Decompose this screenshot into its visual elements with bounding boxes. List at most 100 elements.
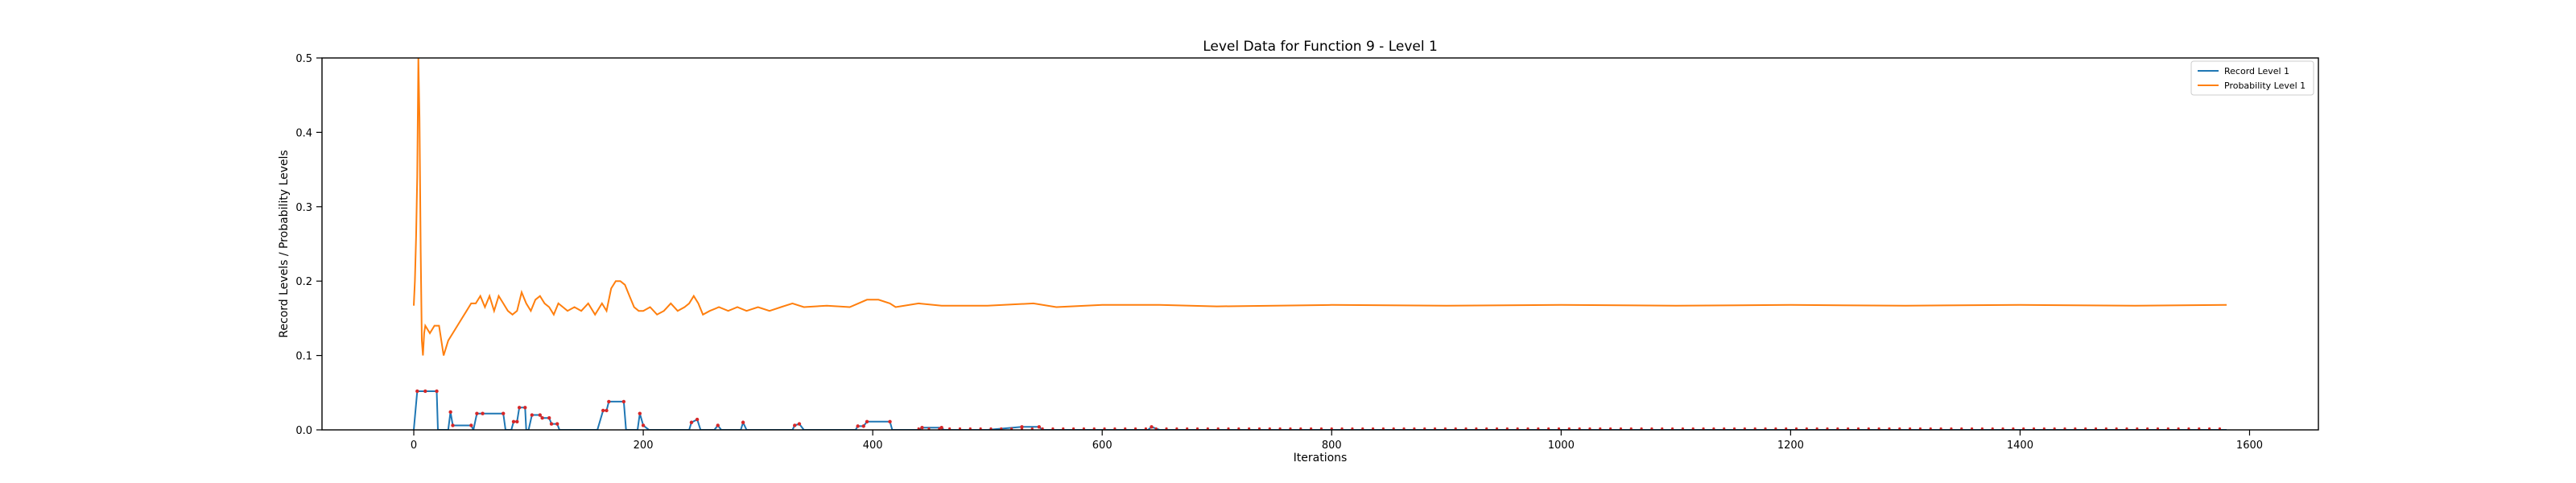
record-marker bbox=[1423, 427, 1426, 430]
x-tick-label: 1400 bbox=[2007, 440, 2033, 452]
record-marker bbox=[2104, 427, 2107, 430]
x-tick-label: 400 bbox=[863, 440, 883, 452]
record-marker bbox=[1732, 427, 1736, 430]
record-marker bbox=[1041, 427, 1044, 430]
record-marker bbox=[1557, 427, 1561, 430]
record-marker bbox=[1299, 427, 1302, 430]
record-marker bbox=[638, 411, 642, 415]
record-marker bbox=[1340, 427, 1344, 430]
record-marker bbox=[1505, 427, 1509, 430]
record-marker bbox=[1071, 427, 1075, 430]
legend: Record Level 1 Probability Level 1 bbox=[2190, 60, 2314, 96]
record-marker bbox=[1082, 427, 1085, 430]
record-marker bbox=[555, 422, 559, 426]
record-marker bbox=[1000, 427, 1003, 430]
record-marker bbox=[1640, 427, 1643, 430]
record-marker bbox=[1753, 427, 1757, 430]
record-marker bbox=[469, 423, 473, 427]
record-marker bbox=[1133, 427, 1137, 430]
record-marker bbox=[989, 427, 993, 430]
record-marker bbox=[2207, 427, 2211, 430]
series-line-record-level-1 bbox=[413, 390, 2227, 430]
record-marker bbox=[958, 427, 962, 430]
record-marker bbox=[2094, 427, 2098, 430]
record-marker bbox=[605, 408, 609, 413]
record-marker bbox=[1847, 427, 1850, 430]
record-marker bbox=[917, 427, 920, 430]
record-marker bbox=[2084, 427, 2087, 430]
record-marker bbox=[1413, 427, 1416, 430]
record-marker bbox=[2177, 427, 2180, 430]
record-marker bbox=[1103, 427, 1106, 430]
record-marker bbox=[1950, 427, 1953, 430]
record-marker bbox=[1599, 427, 1602, 430]
record-marker bbox=[1206, 427, 1209, 430]
y-tick-label: 0.0 bbox=[295, 425, 312, 437]
y-axis-label: Record Levels / Probability Levels bbox=[278, 150, 291, 337]
record-marker bbox=[1805, 427, 1808, 430]
record-marker bbox=[607, 399, 611, 404]
record-marker bbox=[451, 423, 455, 427]
record-marker bbox=[2022, 427, 2025, 430]
chart-title: Level Data for Function 9 - Level 1 bbox=[1203, 39, 1438, 55]
record-marker bbox=[641, 423, 646, 427]
record-marker bbox=[1785, 427, 1788, 430]
record-marker bbox=[1402, 427, 1406, 430]
record-marker bbox=[920, 426, 924, 430]
record-marker bbox=[621, 399, 626, 404]
record-marker bbox=[2012, 427, 2015, 430]
record-marker bbox=[549, 422, 554, 426]
record-marker bbox=[861, 424, 865, 428]
record-marker bbox=[1113, 427, 1117, 430]
record-marker bbox=[515, 419, 519, 424]
record-marker bbox=[865, 419, 869, 424]
record-marker bbox=[793, 423, 797, 427]
record-marker bbox=[2198, 427, 2201, 430]
record-marker bbox=[1537, 427, 1540, 430]
record-marker bbox=[501, 411, 506, 415]
record-marker bbox=[1877, 427, 1880, 430]
record-marker bbox=[1020, 427, 1024, 430]
legend-label-probability: Probability Level 1 bbox=[2224, 80, 2306, 91]
record-marker bbox=[1980, 427, 1984, 430]
record-marker bbox=[1475, 427, 1478, 430]
record-marker bbox=[1454, 427, 1457, 430]
record-marker bbox=[1361, 427, 1364, 430]
record-marker bbox=[538, 413, 543, 417]
x-tick-label: 1000 bbox=[1548, 440, 1575, 452]
record-marker bbox=[1464, 427, 1468, 430]
legend-box bbox=[2190, 60, 2314, 96]
y-tick-label: 0.3 bbox=[295, 202, 312, 214]
record-marker bbox=[2074, 427, 2077, 430]
record-marker bbox=[1702, 427, 1705, 430]
y-tick-label: 0.4 bbox=[295, 127, 312, 139]
series-line-probability-level-1 bbox=[413, 58, 2227, 356]
record-marker bbox=[1888, 427, 1891, 430]
x-tick-label: 800 bbox=[1322, 440, 1342, 452]
plot-frame bbox=[321, 57, 2319, 431]
record-marker bbox=[1037, 425, 1042, 429]
record-marker bbox=[1908, 427, 1912, 430]
record-marker bbox=[1309, 427, 1313, 430]
record-markers bbox=[415, 389, 2222, 430]
record-marker bbox=[888, 419, 892, 424]
x-tick-label: 200 bbox=[634, 440, 654, 452]
record-marker bbox=[1319, 427, 1323, 430]
record-marker bbox=[1381, 427, 1385, 430]
record-marker bbox=[1815, 427, 1818, 430]
record-marker bbox=[1526, 427, 1530, 430]
record-marker bbox=[1629, 427, 1633, 430]
record-marker bbox=[1009, 427, 1013, 430]
record-marker bbox=[1743, 427, 1746, 430]
record-marker bbox=[1443, 427, 1447, 430]
record-marker bbox=[1330, 427, 1333, 430]
x-axis-label: Iterations bbox=[1294, 452, 1348, 464]
record-marker bbox=[2063, 427, 2066, 430]
record-marker bbox=[2032, 427, 2036, 430]
record-marker bbox=[1918, 427, 1922, 430]
record-marker bbox=[1485, 427, 1488, 430]
record-marker bbox=[1051, 427, 1055, 430]
record-marker bbox=[448, 410, 452, 415]
record-marker bbox=[1371, 427, 1375, 430]
record-marker bbox=[1970, 427, 1974, 430]
